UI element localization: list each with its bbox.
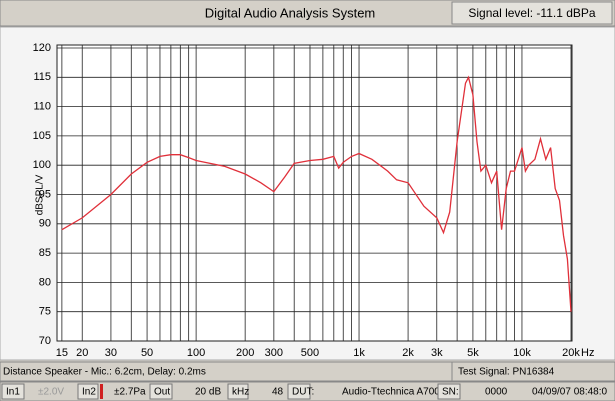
y-tick-label: 75	[39, 306, 51, 318]
toolbar-item[interactable]: In1	[6, 387, 20, 398]
x-tick-label: 15	[56, 347, 68, 359]
toolbar-item[interactable]: SN:	[442, 387, 459, 398]
toolbar-item[interactable]: kHz	[232, 387, 249, 398]
in2-indicator	[100, 384, 103, 399]
toolbar-item: ±2.0V	[38, 387, 64, 398]
toolbar-item[interactable]: In2	[82, 387, 96, 398]
toolbar-button[interactable]	[227, 383, 249, 400]
y-tick-label: 100	[33, 159, 51, 171]
x-tick-label: 200	[236, 347, 254, 359]
plot-area	[56, 44, 573, 342]
x-tick-label: 3k	[431, 347, 443, 359]
y-tick-label: 120	[33, 42, 51, 54]
x-tick-label: 500	[301, 347, 319, 359]
toolbar-button[interactable]	[287, 383, 311, 400]
y-tick-label: 85	[39, 247, 51, 259]
toolbar-item: 48	[272, 387, 284, 398]
x-tick-label: 5k	[467, 347, 479, 359]
distance-info: Distance Speaker - Mic.: 6.2cm, Delay: 0…	[3, 367, 206, 378]
y-tick-label: 90	[39, 218, 51, 230]
x-tick-label: 30	[105, 347, 117, 359]
toolbar-button[interactable]	[1, 383, 25, 400]
toolbar-item: ±2.7Pa	[114, 387, 146, 398]
signal-level: Signal level: -11.1 dBPa	[468, 6, 596, 20]
y-tick-label: 70	[39, 335, 51, 347]
x-tick-label: 100	[187, 347, 205, 359]
x-tick-label: 20	[76, 347, 88, 359]
toolbar-item: 04/09/07 08:48:0	[532, 387, 608, 398]
toolbar-item[interactable]: DUT:	[292, 387, 314, 398]
toolbar-item: Audio-Ttechnica A700	[342, 387, 440, 398]
signal-box	[451, 1, 613, 25]
x-tick-label: 2k	[402, 347, 414, 359]
x-tick-label: 10k	[513, 347, 531, 359]
y-tick-label: 115	[33, 71, 51, 83]
test-signal: Test Signal: PN16384	[458, 367, 555, 378]
y-axis-label: dBSPL/V	[35, 174, 46, 215]
x-tick-label: 300	[265, 347, 283, 359]
response-curve	[61, 75, 572, 312]
toolbar-item: 20 dB	[195, 387, 221, 398]
status-bar	[0, 361, 615, 382]
y-tick-label: 105	[33, 130, 51, 142]
y-tick-label: 80	[39, 276, 51, 288]
x-tick-label: 50	[141, 347, 153, 359]
y-tick-label: 95	[39, 188, 51, 200]
toolbar-button[interactable]	[149, 383, 173, 400]
toolbar-button[interactable]	[437, 383, 461, 400]
toolbar-item[interactable]: Out	[154, 387, 170, 398]
y-tick-label: 110	[33, 101, 51, 113]
x-tick-label: 1k	[353, 347, 365, 359]
x-tick-label: 20k	[562, 347, 580, 359]
app-title: Digital Audio Analysis System	[205, 5, 376, 20]
toolbar-button[interactable]	[77, 383, 99, 400]
toolbar-item: 0000	[485, 387, 508, 398]
x-axis-unit: Hz	[581, 347, 594, 359]
